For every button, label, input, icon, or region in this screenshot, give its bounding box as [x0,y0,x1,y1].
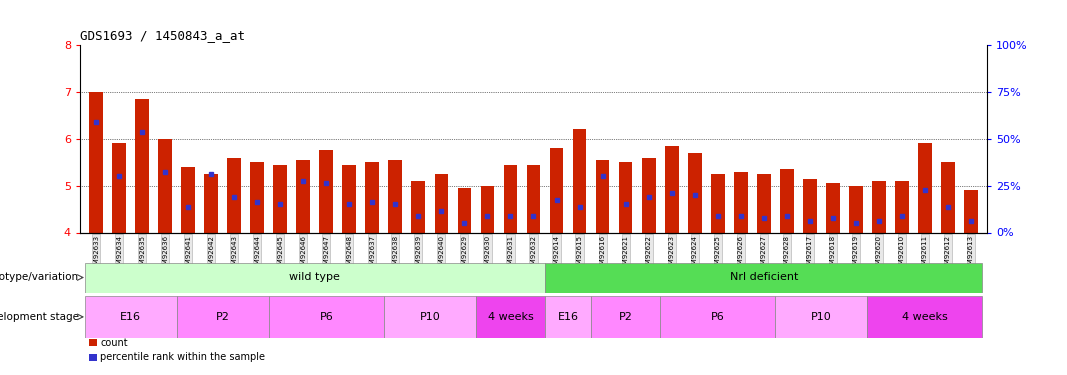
Bar [591,296,660,338]
Bar [297,160,310,232]
Text: Nrl deficient: Nrl deficient [730,273,798,282]
Text: development stage: development stage [0,312,79,322]
Bar [480,186,494,232]
Bar [204,174,218,232]
Bar [434,174,448,232]
Bar [458,188,472,232]
Bar [504,165,517,232]
Bar [227,158,241,232]
Bar [688,153,701,232]
Bar [660,296,776,338]
Bar [251,162,265,232]
Bar [136,99,149,232]
Text: 4 weeks: 4 weeks [488,312,534,322]
Bar [641,158,655,232]
Bar [90,92,103,232]
Text: P10: P10 [419,312,441,322]
Bar [867,296,983,338]
Text: 4 weeks: 4 weeks [902,312,947,322]
Bar [780,169,794,232]
Bar [941,162,955,232]
Bar [776,296,867,338]
Bar [872,181,886,232]
Bar [366,162,379,232]
Bar [112,144,126,232]
Bar [895,181,909,232]
Bar [619,162,633,232]
Text: GDS1693 / 1450843_a_at: GDS1693 / 1450843_a_at [80,30,245,42]
Bar [545,296,591,338]
Bar [84,296,177,338]
Bar [918,144,931,232]
Text: P6: P6 [711,312,724,322]
Bar [545,262,983,292]
Bar [550,148,563,232]
Bar [849,186,863,232]
Text: genotype/variation: genotype/variation [0,273,79,282]
Bar [573,129,587,232]
Bar [964,190,977,232]
Bar [269,296,384,338]
Bar [181,167,195,232]
Bar [757,174,770,232]
Bar [476,296,545,338]
Bar [319,150,333,232]
Bar [527,165,540,232]
Text: wild type: wild type [289,273,340,282]
Text: P2: P2 [619,312,633,322]
Text: P6: P6 [319,312,333,322]
Bar [595,160,609,232]
Bar [273,165,287,232]
Bar [734,172,748,232]
Bar [826,183,840,232]
Bar [343,165,356,232]
Bar [802,178,816,232]
Bar [665,146,679,232]
Text: P2: P2 [216,312,229,322]
Legend: count, percentile rank within the sample: count, percentile rank within the sample [85,334,269,366]
Text: E16: E16 [121,312,141,322]
Bar [84,262,545,292]
Bar [158,139,172,232]
Bar [384,296,476,338]
Bar [388,160,402,232]
Bar [177,296,269,338]
Text: P10: P10 [811,312,831,322]
Bar [711,174,724,232]
Bar [412,181,426,232]
Text: E16: E16 [558,312,578,322]
